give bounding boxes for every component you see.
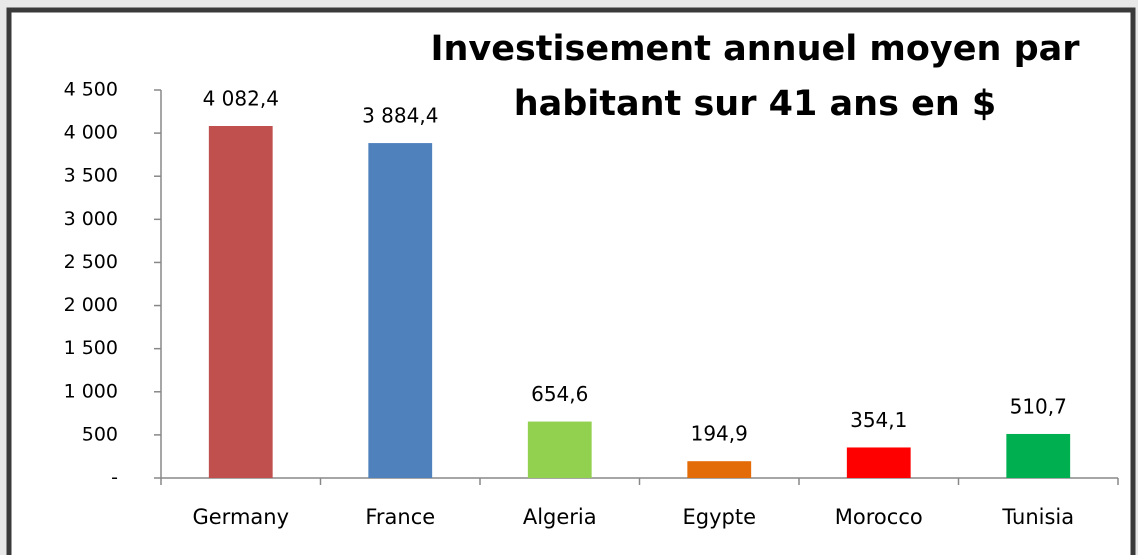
data-label: 4 082,4 — [203, 87, 279, 111]
x-tick-label: Germany — [192, 505, 289, 529]
y-tick-label: 3 500 — [64, 165, 118, 187]
bar — [208, 126, 273, 478]
y-tick-label: 1 500 — [64, 337, 118, 359]
chart-title: habitant sur 41 ans en $ — [514, 84, 997, 124]
y-tick-label: 1 000 — [64, 380, 118, 402]
x-tick-label: France — [365, 505, 435, 529]
x-tick-label: Tunisia — [1001, 505, 1074, 529]
bar — [527, 421, 592, 478]
y-tick-label: 3 000 — [64, 208, 118, 230]
y-tick-label: 4 500 — [64, 79, 118, 101]
y-tick-label: 500 — [82, 423, 118, 445]
x-tick-label: Algeria — [523, 505, 597, 529]
data-label: 194,9 — [691, 422, 748, 446]
x-tick-label: Morocco — [835, 505, 923, 529]
bar — [846, 447, 911, 478]
y-tick-label: 2 500 — [64, 251, 118, 273]
data-label: 510,7 — [1010, 394, 1067, 418]
y-tick-label: 2 000 — [64, 294, 118, 316]
x-tick-label: Egypte — [682, 505, 756, 529]
bar — [368, 143, 433, 478]
chart-title: Investisement annuel moyen par — [430, 29, 1080, 69]
bar — [687, 461, 752, 478]
data-label: 654,6 — [531, 382, 588, 406]
y-tick-label: - — [111, 467, 118, 489]
data-label: 354,1 — [850, 408, 907, 432]
data-label: 3 884,4 — [362, 104, 438, 128]
bar — [1006, 433, 1071, 478]
y-tick-label: 4 000 — [64, 122, 118, 144]
